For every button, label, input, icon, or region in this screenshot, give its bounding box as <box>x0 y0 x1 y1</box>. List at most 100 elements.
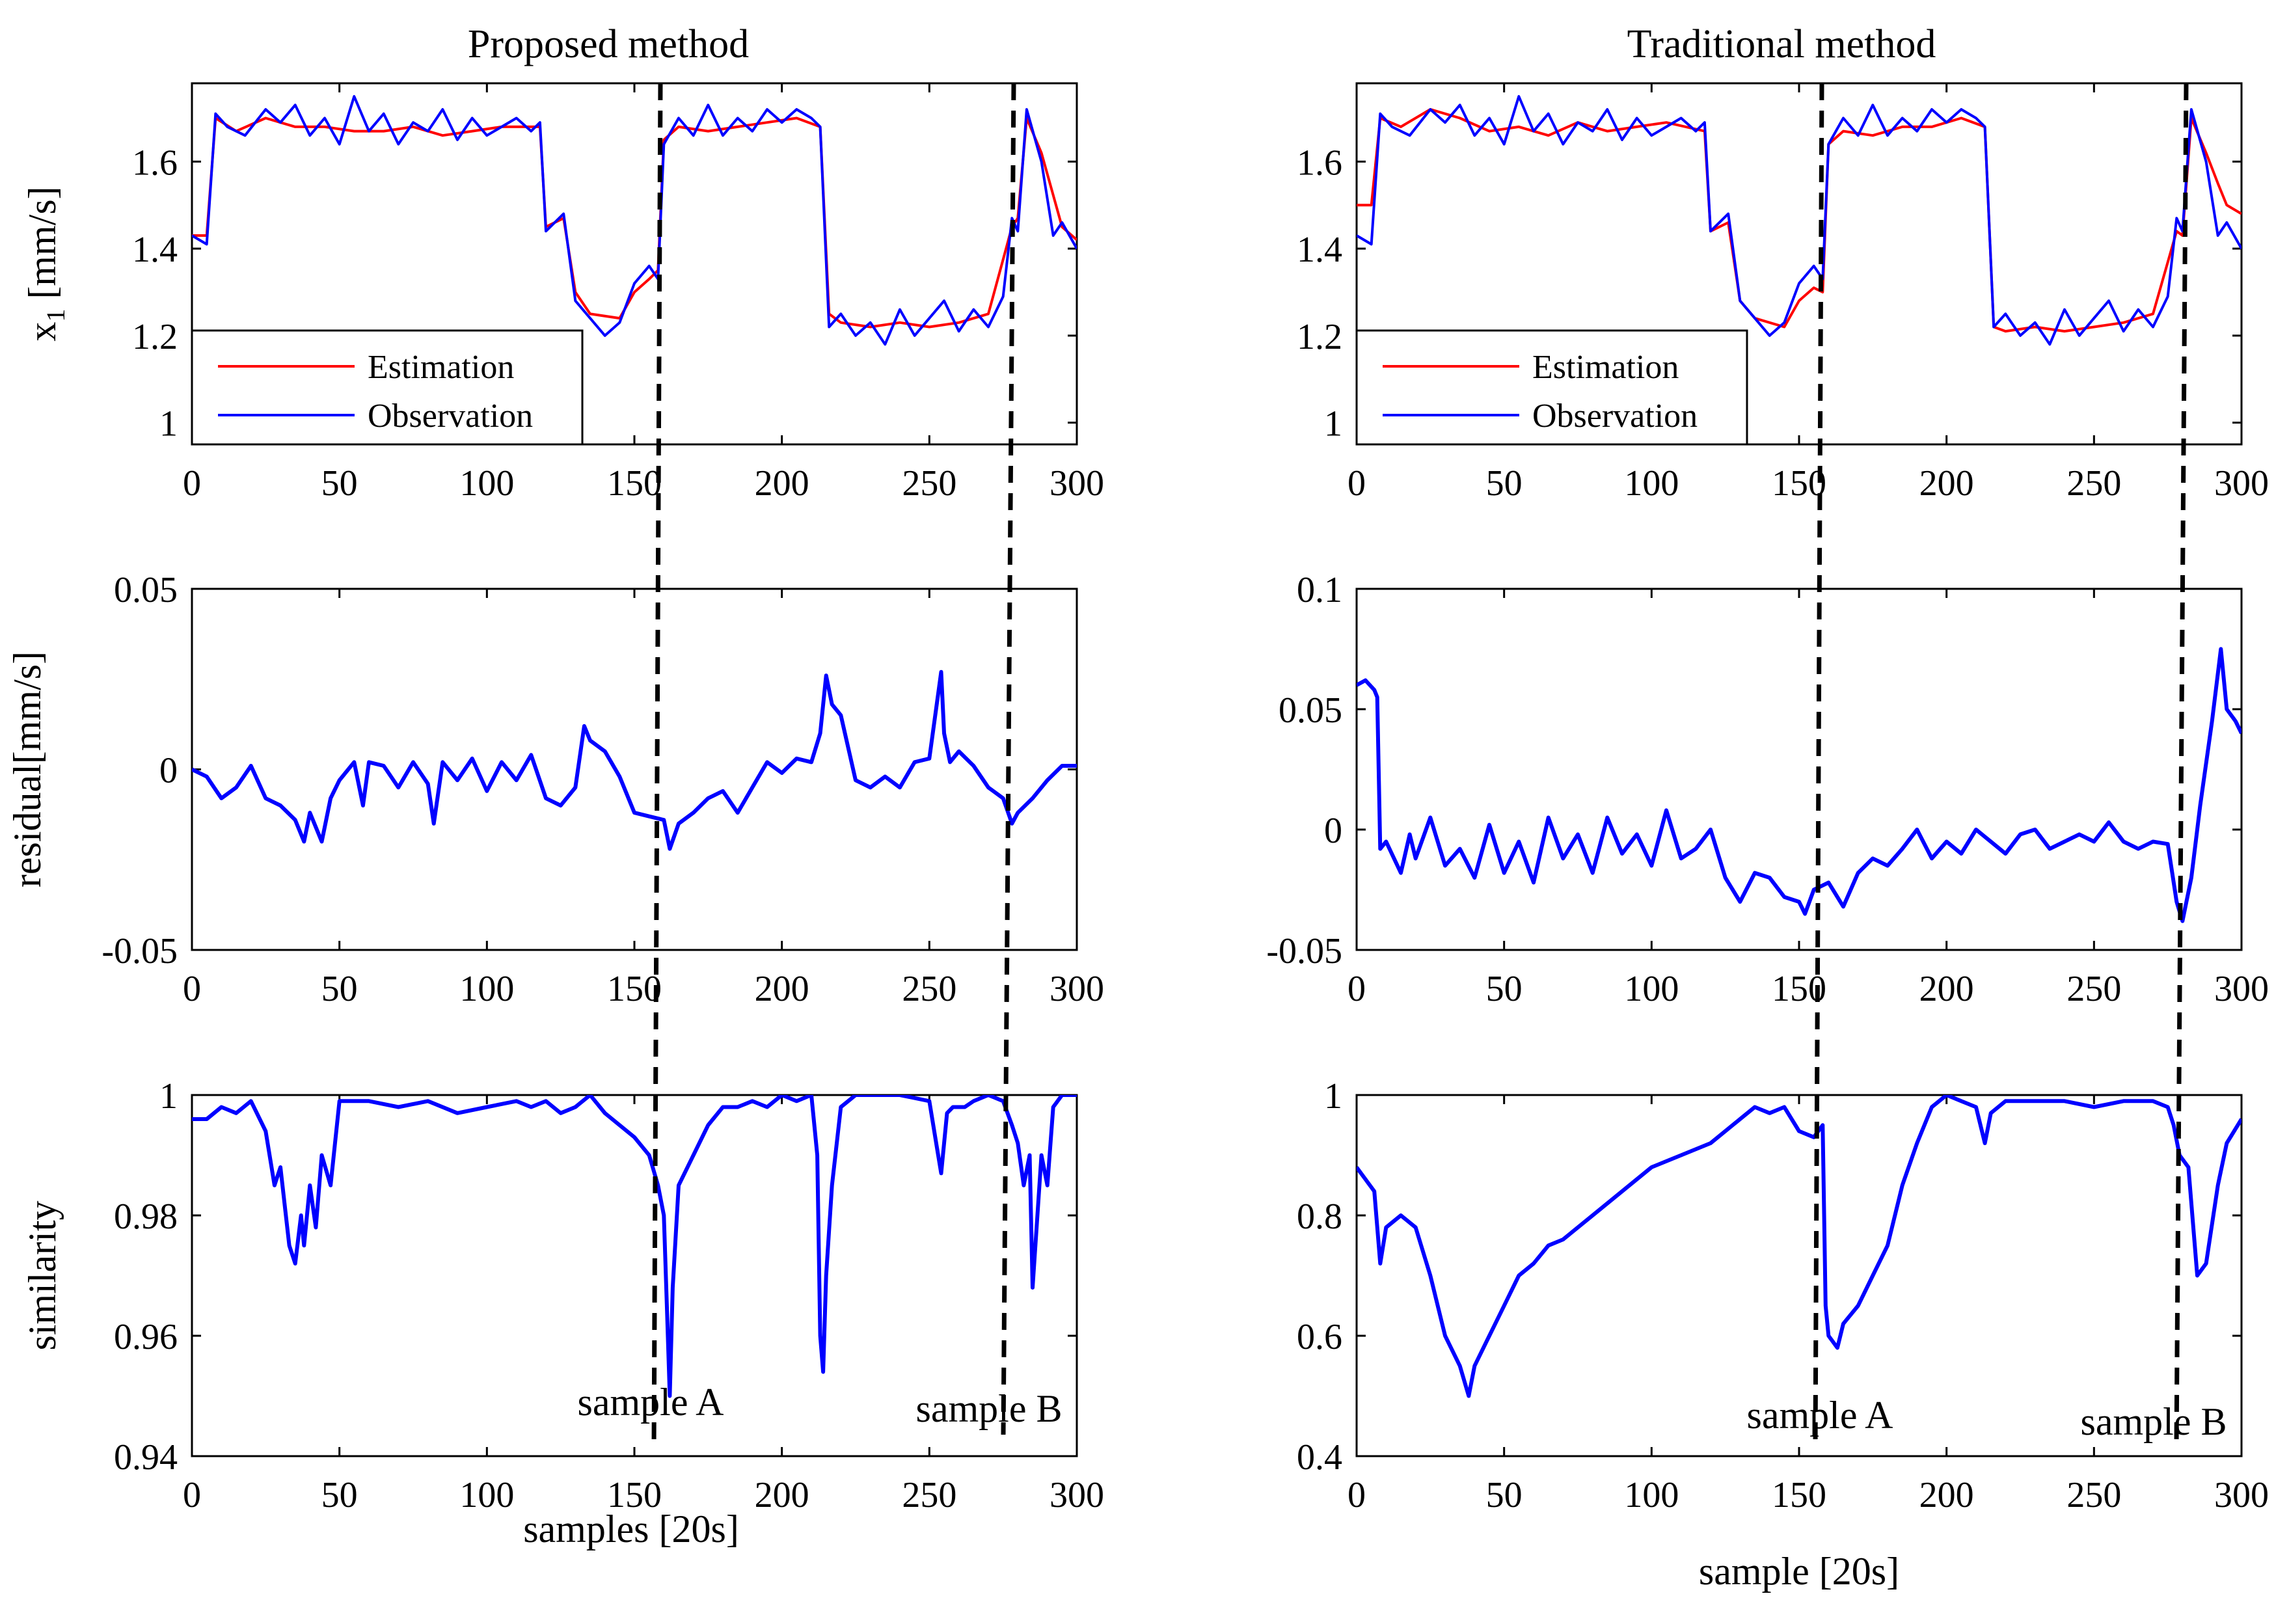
y-axis-label: similarity <box>21 1201 64 1351</box>
x-tick-label: 300 <box>2214 969 2269 1009</box>
series-line-observation <box>1357 95 2242 346</box>
y-tick-label: 1.2 <box>1297 317 1342 357</box>
right-xlabel: sample [20s] <box>1699 1550 1899 1593</box>
x-tick-label: 100 <box>1624 969 1679 1009</box>
series-line-similarity <box>192 1095 1077 1398</box>
legend-label: Estimation <box>1532 349 1679 386</box>
right-title: Traditional method <box>1627 22 1936 66</box>
axes-box <box>1355 588 2243 951</box>
x-tick-label: 200 <box>755 463 809 504</box>
x-tick-label: 0 <box>183 969 201 1009</box>
sample-b-label-left: sample B <box>916 1387 1063 1430</box>
x-tick-label: 200 <box>1919 463 1974 504</box>
y-axis-label: x1 [mm/s] <box>21 186 70 341</box>
sample-a-marker-line-left <box>651 83 663 1448</box>
panel-traditional-similarity: 0 50 100 150 200 250 300 0.4 0.6 0.8 1 <box>1297 1076 2269 1515</box>
x-tick-label: 0 <box>1348 1475 1366 1515</box>
x-tick-label: 300 <box>2214 463 2269 504</box>
x-tick-label: 50 <box>1486 463 1523 504</box>
x-tick-label: 200 <box>1919 1475 1974 1515</box>
series-line-residual <box>1357 647 2242 923</box>
y-tick-label: 0.6 <box>1297 1317 1342 1357</box>
x-tick-label: 200 <box>755 969 809 1009</box>
x-tick-label: 50 <box>321 969 358 1009</box>
y-tick-label: 0.05 <box>1279 690 1342 731</box>
left-title: Proposed method <box>468 22 749 66</box>
x-tick-label: 0 <box>1348 969 1366 1009</box>
x-tick-label: 250 <box>902 463 956 504</box>
y-tick-label: 1 <box>159 1076 178 1116</box>
y-tick-label: 0 <box>1324 811 1342 851</box>
y-tick-label: 0.4 <box>1297 1437 1342 1478</box>
y-tick-label: 0.1 <box>1297 570 1342 610</box>
x-tick-label: 150 <box>1772 1475 1826 1515</box>
series-line-observation <box>192 95 1077 346</box>
x-tick-label: 250 <box>2066 969 2121 1009</box>
y-tick-label: 1 <box>1324 404 1342 444</box>
x-tick-label: 200 <box>755 1475 809 1515</box>
y-tick-label: 0.98 <box>114 1197 178 1237</box>
y-tick-label: 0.05 <box>114 570 178 610</box>
axes-box <box>191 588 1078 951</box>
y-tick-label: 1.4 <box>1297 230 1342 270</box>
x-tick-label: 150 <box>1772 463 1826 504</box>
x-tick-label: 100 <box>459 969 514 1009</box>
x-tick-label: 50 <box>321 1475 358 1515</box>
sample-b-marker-line-left <box>1001 83 1016 1435</box>
y-tick-label: 1 <box>1324 1076 1342 1116</box>
y-axis-label: residual[mm/s] <box>6 651 49 887</box>
y-tick-label: 1.6 <box>1297 142 1342 183</box>
x-tick-label: 0 <box>183 1475 201 1515</box>
x-tick-label: 100 <box>459 1475 514 1515</box>
sample-b-label-right: sample B <box>2081 1400 2227 1443</box>
x-tick-label: 200 <box>1919 969 1974 1009</box>
sample-a-label-right: sample A <box>1747 1394 1893 1437</box>
x-tick-label: 250 <box>902 969 956 1009</box>
series-line-similarity <box>1357 1095 2242 1398</box>
y-tick-label: -0.05 <box>1266 931 1342 971</box>
x-tick-label: 150 <box>607 969 662 1009</box>
x-tick-label: 250 <box>902 1475 956 1515</box>
left-xlabel: samples [20s] <box>523 1508 739 1550</box>
x-tick-label: 300 <box>1050 969 1104 1009</box>
panel-proposed-similarity: 0 50 100 150 200 250 300 0.94 0.96 0.98 1 similarit… <box>21 1076 1104 1515</box>
x-tick-label: 0 <box>1348 463 1366 504</box>
x-tick-label: 100 <box>1624 1475 1679 1515</box>
panel-proposed-x1: 0 50 100 150 200 250 300 1 1.2 1.4 1.6 x1 [mm/s] Est… <box>21 82 1104 504</box>
x-tick-label: 150 <box>607 463 662 504</box>
sample-b-marker-line-right <box>2174 83 2189 1445</box>
x-tick-label: 250 <box>2066 1475 2121 1515</box>
legend-box <box>191 329 584 446</box>
y-tick-label: 1.4 <box>132 230 178 270</box>
x-tick-label: 300 <box>1050 463 1104 504</box>
x-tick-label: 300 <box>1050 1475 1104 1515</box>
x-tick-label: 300 <box>2214 1475 2269 1515</box>
x-tick-label: 0 <box>183 463 201 504</box>
panel-traditional-x1: 0 50 100 150 200 250 300 1 1.2 1.4 1.6 Estimation Ob… <box>1297 82 2269 504</box>
legend-label: Observation <box>1532 398 1698 435</box>
series-line-residual <box>192 670 1077 851</box>
y-tick-label: 0 <box>159 751 178 791</box>
panel-proposed-residual: 0 50 100 150 200 250 300-0.0500.05residual[mm/… <box>6 570 1104 1009</box>
y-tick-label: 0.94 <box>114 1437 178 1478</box>
y-tick-label: 1 <box>159 404 178 444</box>
series-line-estimation <box>192 116 1077 329</box>
x-tick-label: 50 <box>321 463 358 504</box>
legend-box <box>1355 329 1748 446</box>
x-tick-label: 50 <box>1486 1475 1523 1515</box>
y-tick-label: 0.96 <box>114 1317 178 1357</box>
x-tick-label: 50 <box>1486 969 1523 1009</box>
y-tick-label: 1.2 <box>132 317 178 357</box>
sample-a-label-left: sample A <box>578 1381 724 1424</box>
y-tick-label: 0.8 <box>1297 1197 1342 1237</box>
series-line-estimation <box>1357 108 2242 333</box>
legend-label: Estimation <box>368 349 514 386</box>
sample-a-marker-line-right <box>1813 83 1824 1445</box>
x-tick-label: 250 <box>2066 463 2121 504</box>
y-tick-label: -0.05 <box>102 931 178 971</box>
x-tick-label: 100 <box>459 463 514 504</box>
legend-label: Observation <box>368 398 533 435</box>
x-tick-label: 150 <box>607 1475 662 1515</box>
